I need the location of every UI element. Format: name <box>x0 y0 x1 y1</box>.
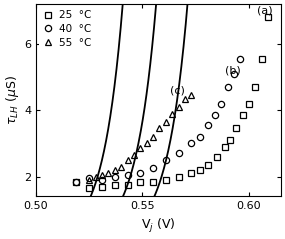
Line: 55  °C: 55 °C <box>86 92 195 183</box>
25  °C <box>177 175 180 178</box>
40  °C <box>139 172 142 175</box>
55  °C <box>113 168 117 171</box>
55  °C <box>126 158 129 161</box>
25  °C <box>215 155 219 158</box>
Text: (c): (c) <box>170 85 185 95</box>
55  °C <box>87 178 91 181</box>
40  °C <box>126 174 129 176</box>
25  °C <box>207 163 210 166</box>
40  °C <box>177 152 180 155</box>
Legend: 25  °C, 40  °C, 55  °C: 25 °C, 40 °C, 55 °C <box>39 7 94 51</box>
Text: (b): (b) <box>225 65 241 76</box>
55  °C <box>139 147 142 150</box>
55  °C <box>119 165 123 168</box>
55  °C <box>145 142 148 145</box>
55  °C <box>183 97 187 100</box>
40  °C <box>151 167 155 170</box>
25  °C <box>198 168 201 171</box>
40  °C <box>113 175 117 178</box>
Text: (a): (a) <box>257 6 273 16</box>
55  °C <box>164 120 168 123</box>
55  °C <box>177 105 180 108</box>
40  °C <box>239 57 242 60</box>
25  °C <box>151 181 155 184</box>
25  °C <box>139 180 142 183</box>
25  °C <box>113 183 117 186</box>
40  °C <box>226 86 229 88</box>
55  °C <box>158 127 161 130</box>
25  °C <box>241 114 244 117</box>
25  °C <box>164 178 168 181</box>
55  °C <box>170 112 174 115</box>
Line: 40  °C: 40 °C <box>73 56 243 185</box>
25  °C <box>87 187 91 190</box>
25  °C <box>234 127 238 130</box>
25  °C <box>100 186 104 189</box>
25  °C <box>190 172 193 175</box>
55  °C <box>100 174 104 176</box>
40  °C <box>87 177 91 180</box>
40  °C <box>100 178 104 181</box>
Line: 25  °C: 25 °C <box>73 14 271 191</box>
40  °C <box>213 114 217 117</box>
40  °C <box>232 72 236 75</box>
40  °C <box>219 102 223 105</box>
40  °C <box>198 135 201 138</box>
55  °C <box>94 175 97 178</box>
25  °C <box>228 139 231 141</box>
40  °C <box>164 158 168 161</box>
40  °C <box>190 142 193 145</box>
25  °C <box>260 57 263 60</box>
Y-axis label: $\tau_{LH}$ ($\mu$S): $\tau_{LH}$ ($\mu$S) <box>4 75 21 125</box>
25  °C <box>75 181 78 184</box>
25  °C <box>254 86 257 88</box>
55  °C <box>132 153 136 156</box>
25  °C <box>247 102 251 105</box>
40  °C <box>75 180 78 183</box>
55  °C <box>151 135 155 138</box>
25  °C <box>126 184 129 187</box>
40  °C <box>207 124 210 127</box>
X-axis label: V$_j$ (V): V$_j$ (V) <box>141 217 176 235</box>
55  °C <box>190 94 193 97</box>
25  °C <box>224 145 227 148</box>
25  °C <box>266 16 270 19</box>
55  °C <box>107 172 110 175</box>
